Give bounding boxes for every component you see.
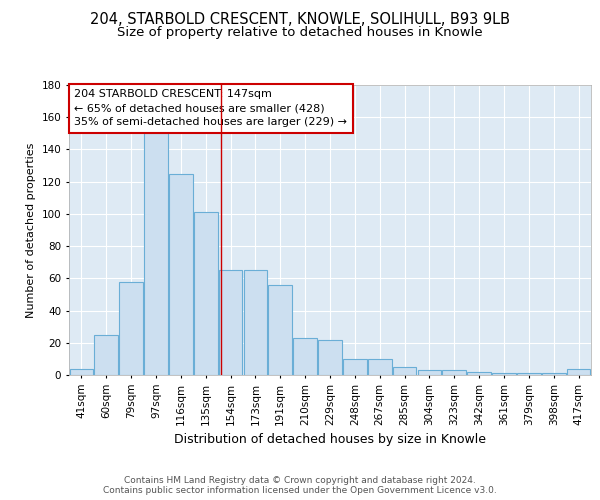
Bar <box>268 285 292 375</box>
Text: 204, STARBOLD CRESCENT, KNOWLE, SOLIHULL, B93 9LB: 204, STARBOLD CRESCENT, KNOWLE, SOLIHULL… <box>90 12 510 28</box>
Bar <box>94 334 118 375</box>
Bar <box>219 270 242 375</box>
Bar <box>517 374 541 375</box>
Bar <box>368 359 392 375</box>
Bar <box>318 340 342 375</box>
Bar <box>442 370 466 375</box>
Y-axis label: Number of detached properties: Number of detached properties <box>26 142 36 318</box>
Bar <box>393 367 416 375</box>
Text: 204 STARBOLD CRESCENT: 147sqm
← 65% of detached houses are smaller (428)
35% of : 204 STARBOLD CRESCENT: 147sqm ← 65% of d… <box>74 90 347 128</box>
Bar <box>169 174 193 375</box>
Bar <box>567 368 590 375</box>
Bar <box>467 372 491 375</box>
Bar <box>194 212 218 375</box>
Bar <box>418 370 441 375</box>
Bar <box>343 359 367 375</box>
X-axis label: Distribution of detached houses by size in Knowle: Distribution of detached houses by size … <box>174 433 486 446</box>
Text: Size of property relative to detached houses in Knowle: Size of property relative to detached ho… <box>117 26 483 39</box>
Bar <box>144 134 168 375</box>
Bar <box>244 270 267 375</box>
Bar <box>492 374 516 375</box>
Bar <box>119 282 143 375</box>
Bar <box>70 368 93 375</box>
Bar <box>293 338 317 375</box>
Text: Contains HM Land Registry data © Crown copyright and database right 2024.
Contai: Contains HM Land Registry data © Crown c… <box>103 476 497 495</box>
Bar <box>542 374 566 375</box>
